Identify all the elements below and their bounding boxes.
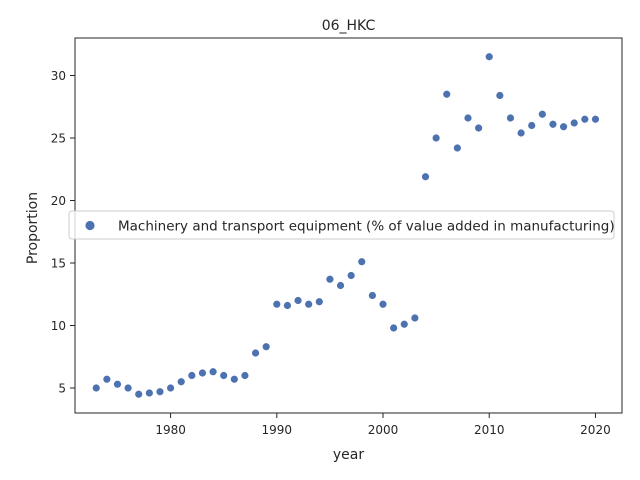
y-tick-label: 15: [51, 257, 66, 271]
data-point: [400, 320, 408, 328]
data-point: [113, 380, 122, 388]
data-point: [294, 296, 302, 305]
data-point: [251, 349, 260, 357]
y-tick-label: 30: [51, 69, 66, 83]
data-point: [485, 53, 493, 61]
data-point: [283, 301, 292, 310]
data-point: [198, 369, 207, 377]
legend-box: [68, 210, 615, 240]
data-point: [379, 300, 387, 308]
x-axis-ticks: 1980 1990 2000 2010 2020: [155, 413, 611, 437]
y-tick-label: 10: [51, 319, 66, 333]
data-point: [103, 375, 111, 383]
data-point: [336, 281, 345, 290]
legend-marker: [85, 220, 95, 231]
y-tick-label: 20: [51, 194, 66, 208]
x-tick-label: 2010: [474, 423, 505, 437]
data-point: [315, 298, 323, 306]
y-tick-label: 5: [58, 382, 66, 396]
x-tick-label: 2020: [580, 423, 611, 437]
x-tick-label: 2000: [368, 423, 399, 437]
data-point: [411, 314, 419, 322]
data-point: [390, 324, 398, 332]
y-axis-ticks: 5 10 15 20 25 30: [51, 69, 75, 396]
data-point: [188, 371, 196, 380]
data-point: [443, 90, 451, 98]
legend: Machinery and transport equipment (% of …: [68, 210, 615, 240]
data-point: [273, 300, 281, 308]
data-point: [347, 271, 355, 280]
legend-label: Machinery and transport equipment (% of …: [118, 219, 615, 235]
data-point: [570, 119, 578, 127]
data-point: [92, 384, 100, 392]
y-tick-label: 25: [51, 132, 66, 146]
x-tick-label: 1980: [155, 423, 186, 437]
data-point: [220, 371, 228, 380]
x-tick-label: 1990: [262, 423, 293, 437]
data-point: [368, 291, 376, 300]
data-point: [326, 275, 334, 283]
data-point: [421, 173, 430, 181]
data-point: [591, 115, 600, 123]
data-point: [241, 371, 249, 380]
data-point: [517, 129, 525, 137]
data-point: [464, 114, 472, 122]
data-point: [177, 378, 185, 386]
data-point: [453, 144, 461, 152]
data-point: [549, 120, 557, 128]
data-point: [262, 343, 270, 351]
data-point: [230, 375, 238, 383]
data-point: [432, 134, 440, 142]
data-point: [506, 114, 515, 122]
x-axis-label: year: [333, 447, 364, 463]
data-point: [528, 121, 536, 130]
data-point: [166, 384, 175, 392]
data-point: [559, 123, 568, 131]
data-point: [538, 110, 546, 118]
data-point: [358, 258, 366, 266]
data-points: [92, 53, 600, 398]
y-axis-label: Proportion: [25, 192, 41, 264]
data-point: [156, 388, 164, 396]
data-point: [475, 124, 483, 132]
data-point: [305, 300, 313, 308]
chart-title: 06_HKC: [322, 18, 376, 34]
data-point: [581, 115, 589, 123]
data-point: [135, 390, 143, 398]
data-point: [124, 384, 132, 392]
data-point: [496, 91, 504, 100]
data-point: [209, 368, 217, 376]
data-point: [145, 389, 153, 397]
